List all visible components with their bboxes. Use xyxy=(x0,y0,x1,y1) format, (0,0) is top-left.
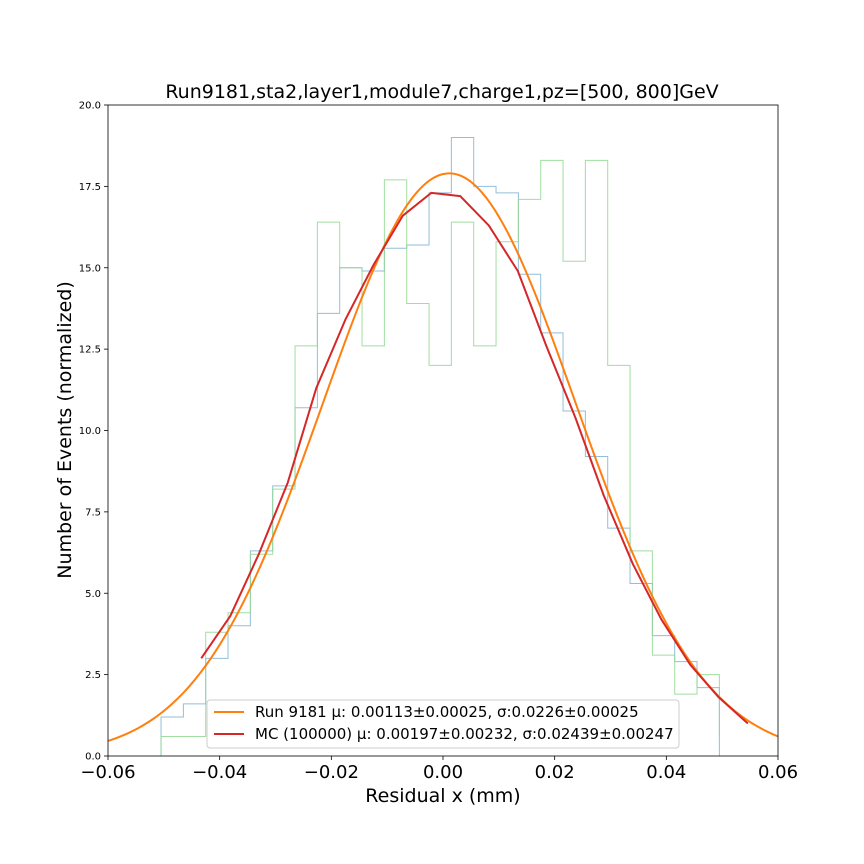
legend: Run 9181 μ: 0.00113±0.00025, σ:0.0226±0.… xyxy=(206,699,680,749)
x-tick-label: −0.06 xyxy=(80,762,135,783)
y-tick-label: 5.0 xyxy=(85,589,101,600)
x-tick-label: 0.04 xyxy=(646,762,686,783)
x-tick-label: −0.02 xyxy=(304,762,359,783)
y-tick-label: 17.5 xyxy=(79,182,101,193)
y-axis-label: Number of Events (normalized) xyxy=(54,281,76,579)
legend-label-mc: MC (100000) μ: 0.00197±0.00232, σ:0.0243… xyxy=(255,725,674,743)
plot-area xyxy=(108,137,778,756)
legend-box xyxy=(206,699,680,749)
x-tick-label: 0.00 xyxy=(423,762,463,783)
x-tick-label: −0.04 xyxy=(192,762,247,783)
legend-label-run: Run 9181 μ: 0.00113±0.00025, σ:0.0226±0.… xyxy=(255,703,639,721)
y-axis: 0.0 2.5 5.0 7.5 10.0 12.5 15.0 17.5 20.0 xyxy=(79,101,108,763)
x-tick-label: 0.06 xyxy=(758,762,798,783)
chart-title: Run9181,sta2,layer1,module7,charge1,pz=[… xyxy=(165,81,718,103)
y-tick-label: 7.5 xyxy=(85,507,101,518)
series-mc-line xyxy=(200,191,749,725)
y-tick-label: 0.0 xyxy=(85,752,101,763)
curve-layer xyxy=(108,172,778,742)
y-tick-label: 15.0 xyxy=(79,263,101,274)
series-run-fit-line xyxy=(108,172,778,742)
x-tick-label: 0.02 xyxy=(535,762,575,783)
y-tick-label: 20.0 xyxy=(79,101,101,112)
y-tick-label: 10.0 xyxy=(79,426,101,437)
y-tick-label: 12.5 xyxy=(79,345,101,356)
x-axis-label: Residual x (mm) xyxy=(365,785,520,807)
y-tick-label: 2.5 xyxy=(85,670,101,681)
x-axis: −0.06 −0.04 −0.02 0.00 0.02 0.04 0.06 xyxy=(80,756,798,783)
